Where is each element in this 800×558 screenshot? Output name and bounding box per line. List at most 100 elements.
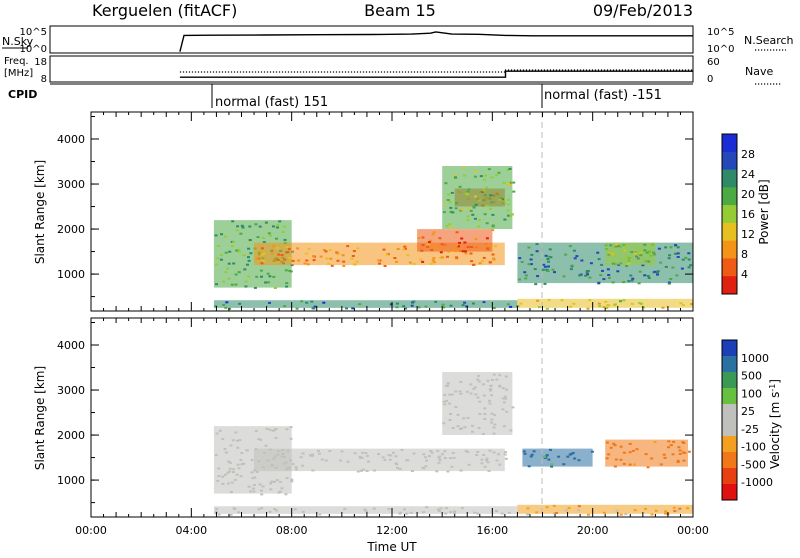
data-cell [466, 416, 470, 419]
data-cell [455, 202, 458, 205]
data-cell [526, 513, 530, 516]
data-cell [571, 452, 575, 454]
data-cell [490, 379, 494, 381]
data-cell [469, 209, 473, 212]
data-cell [465, 305, 469, 308]
data-cell [631, 277, 635, 280]
data-cell [223, 447, 227, 450]
colorbar-swatch [722, 222, 737, 242]
data-cell [520, 261, 524, 263]
data-cell [233, 478, 237, 481]
data-cell [448, 419, 452, 421]
data-cell [547, 298, 551, 301]
colorbar-tick: 8 [741, 248, 748, 261]
data-cell [537, 306, 541, 309]
data-cell [276, 453, 280, 456]
data-cell [476, 512, 480, 515]
data-cell [689, 264, 693, 267]
xtick-label: 20:00 [577, 524, 609, 537]
data-cell [524, 274, 528, 277]
data-cell [502, 401, 506, 404]
velocity-xlabel: Time UT [366, 540, 417, 554]
data-cell [227, 277, 231, 280]
data-cell [484, 174, 487, 177]
data-cell [664, 265, 668, 268]
data-cell [228, 307, 232, 310]
data-cell [430, 451, 434, 454]
data-cell [231, 220, 235, 223]
data-cell [543, 265, 547, 268]
data-cell [214, 454, 218, 457]
data-cell [228, 467, 232, 470]
data-cell [477, 380, 481, 383]
data-cell [630, 251, 634, 253]
data-cell [501, 397, 505, 400]
data-cell [417, 306, 421, 309]
data-cell [473, 511, 477, 514]
cpid-entry-2: normal (fast) -151 [544, 88, 662, 103]
data-cell [615, 243, 619, 246]
data-cell [447, 402, 451, 405]
data-cell [575, 255, 579, 258]
data-cell [352, 250, 356, 252]
data-cell [285, 282, 289, 285]
data-cell [482, 256, 486, 259]
data-cell [667, 446, 670, 449]
data-cell [372, 507, 376, 510]
data-cell [215, 432, 219, 435]
data-cell [667, 440, 671, 443]
data-cell [476, 225, 480, 228]
data-cell [364, 509, 368, 512]
data-cell [596, 251, 600, 254]
data-cell [638, 250, 642, 253]
data-cell [217, 513, 221, 516]
data-cell [493, 423, 497, 426]
data-cell [254, 223, 258, 226]
data-cell [687, 258, 691, 261]
data-cell [285, 477, 289, 480]
freq-strip: Freq. [MHz] 18 8 60 0 Nave [4, 55, 781, 85]
data-cell [628, 442, 632, 445]
data-cell [424, 465, 428, 468]
colorbar-swatch [722, 468, 737, 485]
data-cell [438, 459, 442, 461]
data-cell [622, 451, 626, 454]
data-cell [615, 509, 619, 512]
colorbar-tick: 1000 [741, 352, 769, 365]
data-cell [493, 413, 497, 416]
data-cell [237, 250, 241, 253]
data-cell [637, 282, 641, 285]
data-cell [566, 455, 570, 458]
data-cell [225, 451, 229, 454]
data-cell [573, 257, 577, 260]
data-cell [472, 387, 476, 390]
data-cell [461, 250, 465, 253]
data-cell [417, 237, 421, 239]
data-cell [645, 251, 649, 254]
data-cell [446, 199, 450, 201]
data-cell [653, 270, 657, 273]
data-cell [577, 459, 581, 462]
colorbar-swatch [722, 340, 737, 357]
data-cell [463, 174, 466, 177]
data-cell [432, 261, 436, 264]
data-cell [442, 422, 446, 425]
data-cell [422, 467, 426, 470]
data-cell [283, 225, 287, 228]
data-cell [229, 490, 233, 493]
data-cell [239, 232, 243, 235]
data-cell [358, 303, 362, 306]
data-cell [488, 388, 492, 390]
data-cell [458, 241, 461, 244]
data-cell [460, 237, 464, 240]
data-cell [607, 274, 611, 276]
nsearch-tick-bottom: 10^0 [707, 44, 734, 55]
data-cell [630, 279, 634, 282]
data-cell [294, 466, 298, 469]
data-cell [257, 460, 261, 463]
data-cell [448, 393, 452, 396]
data-cell [227, 262, 231, 265]
data-cell [443, 393, 447, 396]
data-cell [586, 513, 590, 516]
